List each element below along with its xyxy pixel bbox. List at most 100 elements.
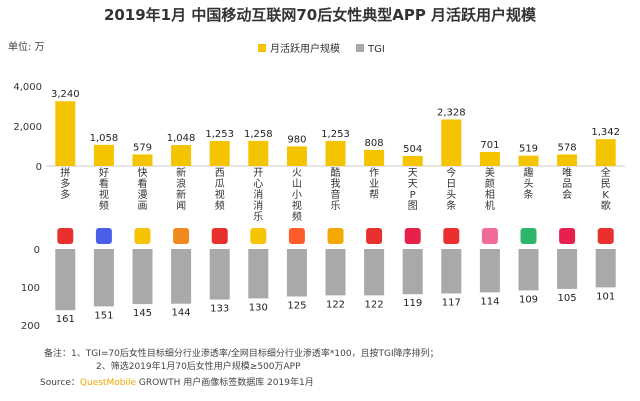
mau-value-label: 1,253 bbox=[321, 129, 350, 140]
app-icon bbox=[520, 228, 537, 244]
tgi-value-label: 130 bbox=[249, 302, 268, 313]
tgi-value-label: 114 bbox=[480, 296, 499, 307]
mau-value-label: 1,048 bbox=[167, 133, 196, 144]
category-label: 趣头条 bbox=[524, 166, 534, 201]
legend-swatch-mau bbox=[258, 44, 266, 52]
mau-value-label: 1,258 bbox=[244, 129, 273, 140]
mau-value-label: 504 bbox=[403, 144, 422, 155]
tgi-bar bbox=[55, 249, 76, 311]
category-label: 开心消消乐 bbox=[253, 168, 263, 223]
tgi-value-label: 145 bbox=[133, 308, 152, 319]
tgi-bar bbox=[132, 249, 153, 305]
category-label: 拼多多 bbox=[60, 166, 70, 201]
tgi-value-label: 151 bbox=[94, 310, 113, 321]
category-label: 好看视频 bbox=[99, 167, 109, 212]
mau-bar bbox=[209, 140, 230, 166]
app-icon bbox=[134, 228, 151, 244]
legend: 月活跃用户规模 TGI bbox=[258, 42, 385, 55]
app-icon bbox=[404, 228, 421, 244]
mau-bar bbox=[171, 145, 192, 166]
app-icon bbox=[57, 228, 74, 244]
source-line: Source：QuestMobile GROWTH 用户画像标签数据库 2019… bbox=[40, 376, 314, 388]
app-icon bbox=[95, 228, 112, 244]
tgi-bar bbox=[479, 249, 500, 293]
mau-value-labels: 3,240 1,058 579 1,048 1,253 1,258 980 1,253 808 5… bbox=[51, 89, 620, 155]
mau-bar bbox=[364, 149, 385, 166]
tgi-bar bbox=[209, 249, 230, 300]
y-bottom-tick-label: 200 bbox=[21, 321, 40, 332]
tgi-value-label: 161 bbox=[56, 314, 75, 325]
tgi-value-label: 122 bbox=[365, 299, 384, 310]
tgi-bar bbox=[325, 249, 346, 296]
category-label: 酷我音乐 bbox=[331, 167, 341, 212]
tgi-value-label: 117 bbox=[442, 297, 461, 308]
app-icon bbox=[173, 228, 190, 244]
y-top-tick-label: 0 bbox=[36, 162, 42, 173]
app-icon bbox=[288, 228, 305, 244]
tgi-value-label: 133 bbox=[210, 304, 229, 315]
mau-bar bbox=[402, 155, 423, 166]
legend-swatch-tgi bbox=[356, 44, 364, 52]
mau-bar bbox=[132, 154, 153, 166]
tgi-bar bbox=[248, 249, 269, 299]
tgi-bar bbox=[557, 249, 578, 289]
legend-label-mau: 月活跃用户规模 bbox=[270, 42, 340, 55]
tgi-value-label: 101 bbox=[596, 291, 615, 302]
app-icon bbox=[211, 228, 228, 244]
mau-value-label: 519 bbox=[519, 144, 538, 155]
category-labels: 拼多多 好看视频 快看漫画 新浪新闻 西瓜视频 开心消消乐 火山小视频 酷我音乐 作业帮 天天 P 图… bbox=[60, 166, 610, 223]
y-top-tick-label: 4,000 bbox=[13, 82, 42, 93]
mau-bar bbox=[479, 151, 500, 166]
tgi-value-label: 105 bbox=[558, 293, 577, 304]
category-label: 新浪新闻 bbox=[176, 166, 186, 212]
tgi-value-label: 125 bbox=[287, 301, 306, 312]
tgi-value-label: 109 bbox=[519, 294, 538, 305]
category-label: 唯品会 bbox=[562, 167, 572, 201]
category-label: 美颜相机 bbox=[485, 166, 495, 212]
tgi-bar bbox=[402, 249, 423, 295]
app-icon bbox=[250, 228, 267, 244]
tgi-bar bbox=[441, 249, 462, 294]
tgi-value-labels: 161 151 145 144 133 130 125 122 122 119 117 114 109 1… bbox=[56, 291, 615, 325]
tgi-value-label: 119 bbox=[403, 298, 422, 309]
note-line-2: 2、筛选2019年1月70后女性用户规模≥500万APP bbox=[96, 360, 301, 372]
mau-value-label: 1,342 bbox=[591, 127, 620, 138]
mau-bars bbox=[55, 101, 616, 166]
category-label: 天天 P 图 bbox=[408, 168, 418, 212]
app-icon bbox=[366, 228, 383, 244]
category-label: 西瓜视频 bbox=[215, 168, 225, 212]
category-label: 火山小视频 bbox=[292, 167, 302, 223]
y-bottom-tick-label: 100 bbox=[21, 283, 40, 294]
app-icon bbox=[559, 228, 576, 244]
mau-value-label: 3,240 bbox=[51, 89, 80, 100]
y-bottom-tick-label: 0 bbox=[34, 245, 40, 256]
mau-bar bbox=[441, 119, 462, 166]
mau-value-label: 701 bbox=[480, 140, 499, 151]
mau-bar bbox=[93, 144, 114, 166]
tgi-bar bbox=[595, 249, 616, 288]
category-label: 快看漫画 bbox=[138, 167, 148, 212]
mau-bar bbox=[325, 140, 346, 166]
source-brand: QuestMobile bbox=[80, 378, 137, 388]
tgi-bar bbox=[171, 249, 192, 304]
tgi-bars bbox=[55, 249, 616, 311]
source-prefix: Source： bbox=[40, 378, 80, 388]
mau-value-label: 980 bbox=[287, 134, 306, 145]
tgi-bar bbox=[518, 249, 539, 291]
category-label: 全民 K 歌 bbox=[601, 166, 611, 212]
unit-label: 单位: 万 bbox=[8, 40, 45, 53]
tgi-bar bbox=[286, 249, 307, 297]
mau-bar bbox=[557, 154, 578, 166]
tgi-value-label: 144 bbox=[172, 308, 191, 319]
category-label: 作业帮 bbox=[369, 167, 379, 201]
legend-label-tgi: TGI bbox=[367, 44, 385, 55]
y-top-tick-label: 2,000 bbox=[13, 122, 42, 133]
mau-bar bbox=[55, 101, 76, 166]
mau-value-label: 808 bbox=[365, 138, 384, 149]
app-icon bbox=[481, 228, 498, 244]
app-icons bbox=[57, 228, 614, 244]
tgi-value-label: 122 bbox=[326, 299, 345, 310]
app-icon bbox=[443, 228, 460, 244]
